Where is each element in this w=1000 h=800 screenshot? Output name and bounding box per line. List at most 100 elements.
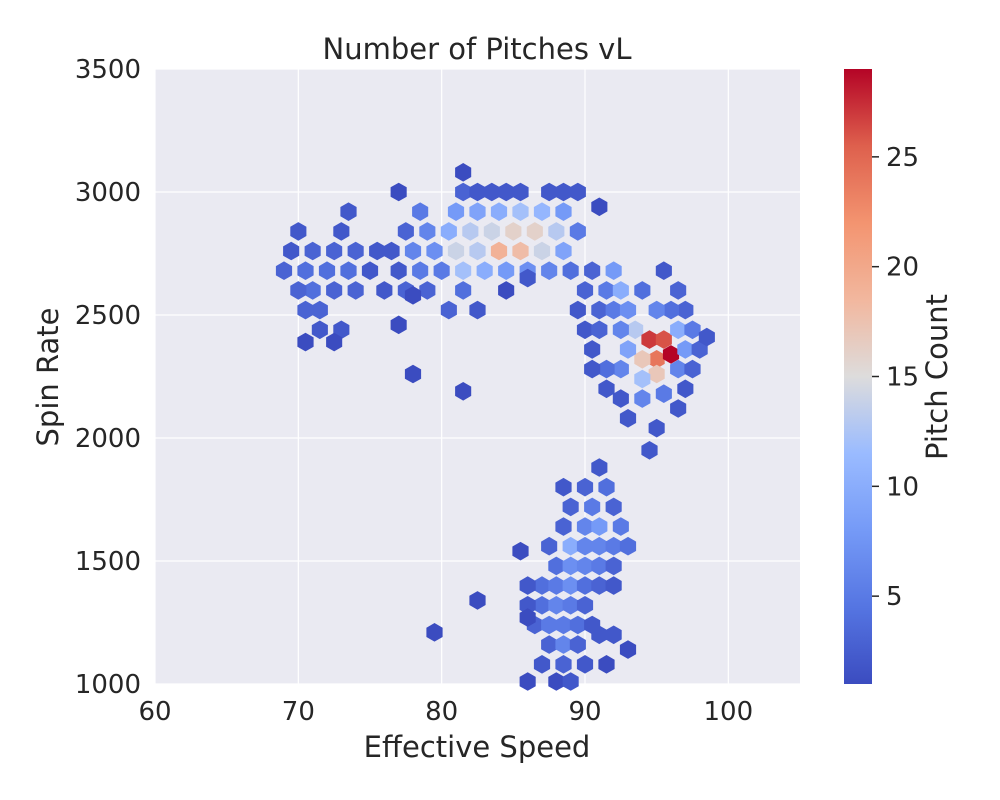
hexbin-cell	[533, 576, 551, 595]
hexbin-cell	[634, 369, 651, 389]
hexbin-cell	[562, 576, 579, 595]
hexbin-cell	[390, 261, 407, 280]
hexbin-cell	[275, 261, 293, 280]
hexbin-cell	[584, 261, 601, 280]
hexbin-cell	[655, 261, 672, 280]
hexbin-cell	[498, 182, 515, 202]
hexbin-cell	[519, 576, 536, 595]
hexbin-cell	[311, 300, 328, 320]
colorbar-tick-label: 20	[886, 253, 919, 283]
x-tick-label: 60	[138, 697, 171, 727]
hexbin-cell	[555, 477, 572, 497]
hexbin-cell	[455, 163, 472, 182]
hexbin-cell	[555, 241, 572, 261]
hexbin-cell	[533, 596, 551, 615]
hexbin-cell	[347, 241, 364, 261]
colorbar-tick-label: 10	[886, 472, 919, 502]
hexbin-cell	[519, 608, 536, 627]
hexbin-cell	[404, 241, 422, 261]
hexbin-cell	[598, 477, 615, 497]
y-tick-label: 3500	[75, 55, 141, 85]
hexbin-cell	[591, 625, 608, 645]
hexbin-cell	[397, 222, 414, 241]
hexbin-cell	[555, 655, 572, 674]
hexbin-cell	[584, 359, 601, 379]
hexbin-cell	[347, 281, 364, 300]
hexbin-cell	[548, 556, 565, 576]
x-tick-label: 80	[425, 697, 458, 727]
hexbin-cell	[598, 359, 615, 379]
hexbin-cell	[297, 332, 314, 352]
hexbin-cell	[677, 379, 694, 399]
hexbin-cell	[591, 576, 608, 595]
hexbin-cell	[555, 635, 572, 654]
hexbin-cell	[469, 300, 486, 320]
hexbin-cell	[541, 261, 558, 280]
hexbin-cell	[591, 556, 608, 576]
hexbin-cell	[548, 596, 565, 615]
hexbin-cell	[326, 241, 343, 261]
hexbin-cell	[662, 300, 680, 320]
hexbin-cell	[576, 576, 594, 595]
hexbin-cell	[684, 359, 701, 379]
hexbin-cell	[326, 281, 343, 300]
hexbin-cell	[290, 281, 307, 300]
hexbin-cell	[648, 364, 665, 384]
x-axis-label: Effective Speed	[364, 730, 591, 764]
hexbin-cell	[505, 222, 522, 241]
hexbin-cell	[376, 281, 393, 300]
hexbin-cell	[655, 384, 672, 403]
hexbin-cell	[548, 576, 565, 595]
hexbin-cell	[576, 556, 594, 576]
hexbin-cell	[447, 202, 465, 221]
hexbin-cell	[562, 497, 579, 517]
hexbin-cell	[670, 281, 687, 300]
hexbin-cell	[297, 300, 314, 320]
hexbin-cell	[691, 340, 708, 359]
hexbin-cell	[412, 261, 429, 280]
hexbin-cell	[340, 202, 357, 221]
hexbin-cell	[498, 281, 515, 300]
hexbin-cell	[641, 330, 658, 349]
hexbin-cell	[469, 241, 486, 261]
hexbin-cell	[605, 576, 622, 595]
hexbin-cell	[569, 300, 586, 320]
colorbar-tick-label: 25	[886, 143, 919, 173]
colorbar-ticks: 5 10 15 20 25	[872, 143, 919, 612]
hexbin-cell	[605, 625, 622, 645]
hexbin-cell	[562, 672, 579, 691]
hexbin-cell	[569, 615, 586, 635]
colorbar-tick-label: 5	[886, 582, 903, 612]
hexbin-cell	[476, 261, 493, 280]
y-tick-label: 2000	[75, 424, 141, 454]
hexbin-cell	[440, 222, 457, 241]
hexbin-cell	[498, 261, 515, 280]
hexbin-cell	[412, 202, 429, 221]
hexbin-cell	[455, 382, 472, 401]
hexbin-cell	[598, 379, 615, 399]
hexbin-cell	[648, 300, 665, 320]
hexbin-cell	[469, 591, 486, 610]
hexbin-cell	[562, 536, 579, 556]
hexbin-cell	[612, 517, 629, 536]
hexbin-cell	[612, 281, 629, 300]
chart-title: Number of Pitches vL	[323, 32, 632, 66]
hexbin-cell	[541, 615, 558, 635]
hexbin-cell	[483, 222, 500, 241]
hexbin-cell	[361, 261, 379, 280]
hexbin-cell	[576, 281, 594, 300]
hexbin-cell	[684, 320, 701, 340]
hexbin-cell	[526, 222, 543, 241]
y-tick-label: 2500	[75, 301, 141, 331]
hexbin-cell	[541, 536, 558, 556]
x-tick-label: 100	[704, 697, 754, 727]
hexbin-cell	[533, 241, 551, 261]
hexbin-cell	[462, 222, 479, 241]
hexbin-cell	[512, 241, 529, 261]
hexbin-cell	[519, 596, 536, 615]
hexbin-cell	[569, 635, 586, 654]
hexbin-cell	[326, 332, 343, 352]
hexbin-cell	[576, 536, 594, 556]
hexbin-cell	[562, 261, 579, 280]
